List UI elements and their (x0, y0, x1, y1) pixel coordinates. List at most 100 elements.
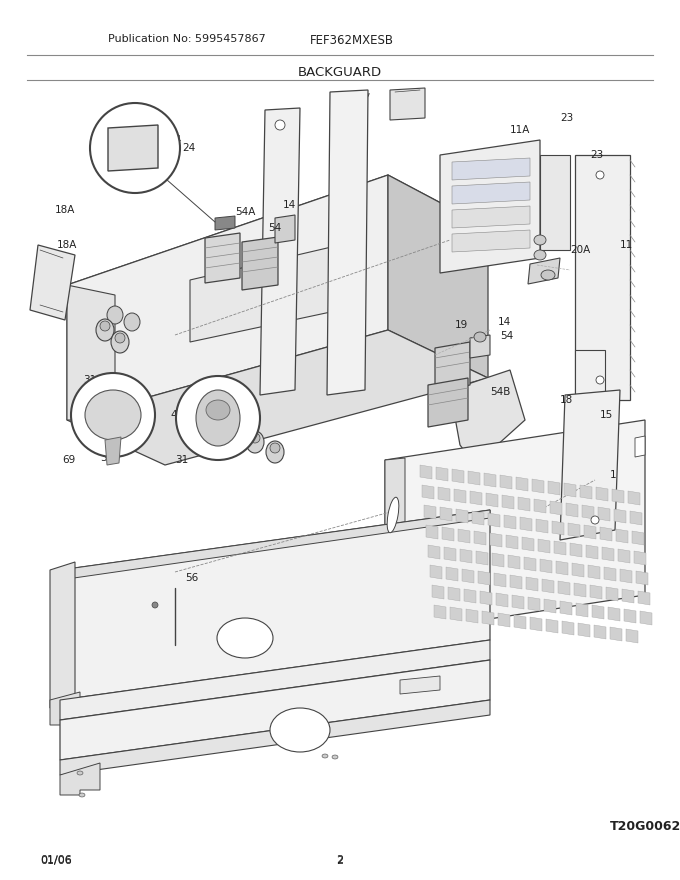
Polygon shape (628, 491, 640, 505)
Polygon shape (50, 692, 80, 725)
Polygon shape (592, 605, 604, 619)
Polygon shape (30, 245, 75, 320)
Ellipse shape (541, 270, 555, 280)
Polygon shape (428, 545, 440, 559)
Polygon shape (544, 599, 556, 613)
Polygon shape (562, 621, 574, 635)
Text: 19: 19 (455, 320, 469, 330)
Polygon shape (488, 513, 500, 527)
Polygon shape (60, 763, 100, 795)
Polygon shape (190, 245, 340, 342)
Circle shape (176, 376, 260, 460)
Polygon shape (442, 527, 454, 541)
Polygon shape (530, 617, 542, 631)
Polygon shape (452, 158, 530, 180)
Ellipse shape (85, 390, 141, 440)
Polygon shape (434, 605, 446, 619)
Polygon shape (422, 485, 434, 499)
Polygon shape (476, 551, 488, 565)
Ellipse shape (250, 433, 260, 443)
Polygon shape (385, 420, 645, 635)
Ellipse shape (196, 390, 240, 446)
Text: 46: 46 (170, 410, 183, 420)
Polygon shape (536, 519, 548, 533)
Ellipse shape (77, 771, 83, 775)
Circle shape (90, 103, 180, 193)
Polygon shape (450, 607, 462, 621)
Ellipse shape (217, 618, 273, 658)
Text: Publication No: 5995457867: Publication No: 5995457867 (108, 34, 266, 44)
Polygon shape (575, 350, 605, 400)
Polygon shape (538, 539, 550, 553)
Polygon shape (60, 640, 490, 720)
Text: T20G0062: T20G0062 (610, 820, 680, 833)
Polygon shape (518, 497, 530, 511)
Ellipse shape (534, 235, 546, 245)
Polygon shape (512, 595, 524, 609)
Polygon shape (108, 125, 158, 171)
Text: 01/06: 01/06 (40, 855, 72, 865)
Text: 24: 24 (182, 143, 195, 153)
Text: BACKGUARD: BACKGUARD (298, 66, 382, 79)
Polygon shape (528, 597, 540, 611)
Polygon shape (498, 613, 510, 627)
Text: 54: 54 (500, 331, 513, 341)
Polygon shape (634, 551, 646, 565)
Polygon shape (635, 436, 645, 457)
Text: FEF362MXESB: FEF362MXESB (310, 34, 394, 47)
Polygon shape (67, 330, 488, 465)
Polygon shape (618, 549, 630, 563)
Ellipse shape (474, 332, 486, 342)
Ellipse shape (275, 120, 285, 130)
Ellipse shape (332, 755, 338, 759)
Polygon shape (626, 629, 638, 643)
Text: 23: 23 (560, 113, 573, 123)
Polygon shape (60, 660, 490, 760)
Text: 18A: 18A (55, 205, 75, 215)
Polygon shape (542, 579, 554, 593)
Polygon shape (464, 589, 476, 603)
Ellipse shape (107, 306, 123, 324)
Polygon shape (568, 523, 580, 537)
Ellipse shape (96, 319, 114, 341)
Polygon shape (60, 510, 490, 580)
Polygon shape (432, 585, 444, 599)
Text: 69: 69 (62, 455, 75, 465)
Polygon shape (528, 258, 560, 284)
Text: 2: 2 (337, 855, 343, 865)
Polygon shape (500, 475, 512, 489)
Polygon shape (502, 495, 514, 509)
Text: 01/06: 01/06 (40, 856, 72, 866)
Text: 14: 14 (498, 317, 511, 327)
Polygon shape (630, 511, 642, 525)
Polygon shape (508, 555, 520, 569)
Polygon shape (520, 517, 532, 531)
Polygon shape (588, 565, 600, 579)
Polygon shape (440, 507, 452, 521)
Polygon shape (60, 510, 490, 700)
Polygon shape (67, 175, 488, 335)
Polygon shape (524, 557, 536, 571)
Polygon shape (510, 575, 522, 589)
Text: 15: 15 (600, 410, 613, 420)
Polygon shape (560, 390, 620, 540)
Polygon shape (600, 527, 612, 541)
Polygon shape (327, 90, 368, 395)
Polygon shape (205, 233, 240, 283)
Polygon shape (444, 547, 456, 561)
Ellipse shape (534, 250, 546, 260)
Polygon shape (632, 531, 644, 545)
Polygon shape (275, 215, 295, 243)
Polygon shape (390, 88, 425, 120)
Polygon shape (582, 505, 594, 519)
Ellipse shape (266, 441, 284, 463)
Polygon shape (67, 285, 115, 420)
Text: 56: 56 (185, 573, 199, 583)
Ellipse shape (322, 754, 328, 758)
Polygon shape (260, 108, 300, 395)
Polygon shape (596, 487, 608, 501)
Polygon shape (482, 611, 494, 625)
Polygon shape (448, 587, 460, 601)
Polygon shape (564, 483, 576, 497)
Polygon shape (486, 493, 498, 507)
